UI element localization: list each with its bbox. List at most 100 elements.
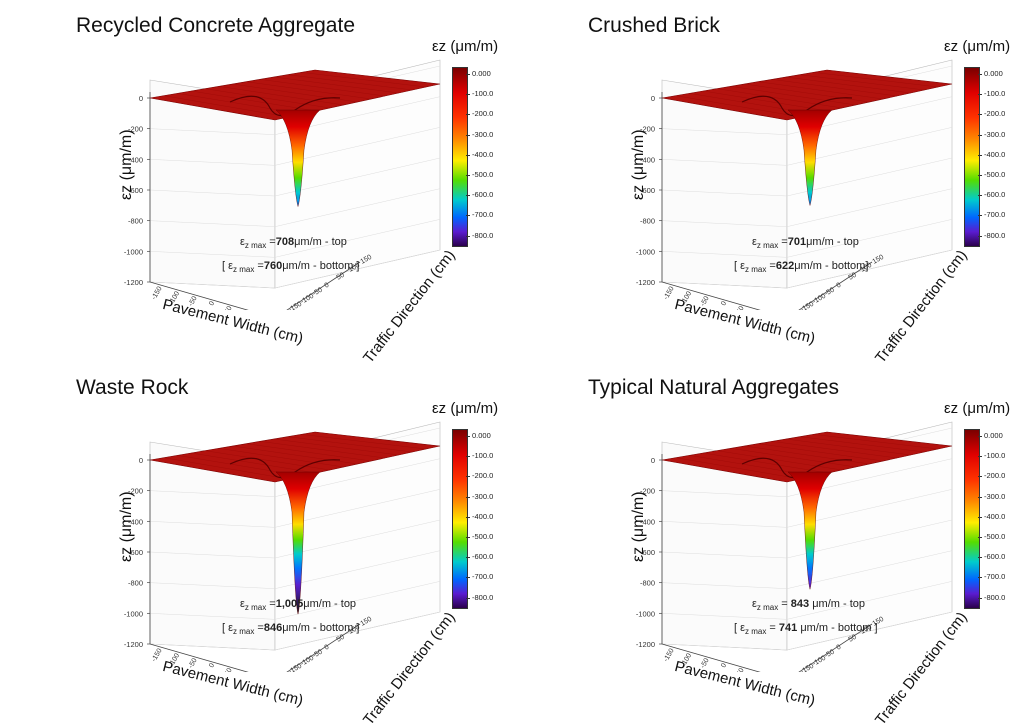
annotation-equals: = — [778, 598, 791, 610]
colorbar-tick-label: -200.0 — [984, 109, 1005, 118]
z-tick-label: -1200 — [636, 278, 655, 287]
chart-title: Typical Natural Aggregates — [588, 376, 839, 400]
colorbar-tick-label: -800.0 — [984, 593, 1005, 602]
colorbar-tick-label: -400.0 — [472, 512, 493, 521]
colorbar-tick-label: -300.0 — [984, 492, 1005, 501]
annotation-equals: = — [254, 260, 263, 272]
y-tick-label: 0 — [836, 282, 843, 290]
strain-value: 843 — [791, 598, 809, 610]
colorbar-tick-label: -800.0 — [472, 231, 493, 240]
colorbar-tick-label: -200.0 — [472, 471, 493, 480]
chart-panel: Recycled Concrete Aggregate εz (μm/m) 0.00… — [0, 0, 512, 362]
colorbar-tick-label: -100.0 — [984, 451, 1005, 460]
annotation-suffix: μm/m - top — [294, 236, 347, 248]
annotation-equals: = — [766, 260, 775, 272]
colorbar-tick-label: -500.0 — [984, 170, 1005, 179]
annotation-prefix: [ ε — [734, 260, 745, 272]
z-tick-label: -1000 — [124, 609, 143, 618]
strain-value: 846 — [264, 622, 282, 634]
annotation-equals: = — [266, 236, 275, 248]
annotation-equals: = — [766, 622, 779, 634]
colorbar-tick-label: 0.000 — [472, 431, 491, 440]
x-tick-label: -150 — [151, 647, 164, 663]
colorbar-tick-label: -700.0 — [984, 572, 1005, 581]
annotation-prefix: [ ε — [222, 260, 233, 272]
annotation-equals: = — [254, 622, 263, 634]
x-tick-label: 0 — [720, 300, 728, 307]
z-tick-label: 0 — [139, 94, 143, 103]
colorbar-tick-label: -200.0 — [472, 109, 493, 118]
strain-annotation: εz max =1,005μm/m - top — [240, 598, 356, 612]
colorbar-tick-label: -400.0 — [984, 512, 1005, 521]
chart-title: Waste Rock — [76, 376, 188, 400]
annotation-prefix: [ ε — [734, 622, 745, 634]
z-tick-label: -1200 — [636, 640, 655, 649]
colorbar-tick-label: -600.0 — [472, 190, 493, 199]
y-tick-label: 0 — [836, 644, 843, 652]
colorbar-tick-label: -700.0 — [472, 210, 493, 219]
annotation-prefix: [ ε — [222, 622, 233, 634]
z-axis-label: εz (μm/m) — [630, 491, 648, 562]
annotation-subscript: z max — [245, 241, 266, 250]
z-tick-label: -800 — [640, 217, 655, 226]
annotation-equals: = — [778, 236, 787, 248]
colorbar-tick-label: -500.0 — [984, 532, 1005, 541]
strain-value: 741 — [779, 622, 797, 634]
annotation-suffix: μm/m - bottom ] — [797, 622, 877, 634]
z-tick-label: -1000 — [636, 609, 655, 618]
y-tick-label: 0 — [324, 282, 331, 290]
colorbar-tick-label: -700.0 — [984, 210, 1005, 219]
annotation-suffix: μm/m - bottom ] — [282, 260, 359, 272]
x-tick-label: 0 — [208, 662, 216, 669]
colorbar-tick-label: -300.0 — [472, 130, 493, 139]
annotation-subscript: z max — [745, 265, 766, 274]
colorbar-tick-label: 0.000 — [472, 69, 491, 78]
annotation-equals: = — [266, 598, 275, 610]
z-tick-label: -800 — [128, 579, 143, 588]
annotation-subscript: z max — [745, 627, 766, 636]
annotation-subscript: z max — [245, 603, 266, 612]
colorbar-tick-label: -800.0 — [472, 593, 493, 602]
z-tick-label: -1000 — [124, 247, 143, 256]
colorbar-tick-label: 0.000 — [984, 69, 1003, 78]
strain-value: 701 — [788, 236, 806, 248]
colorbar-tick-label: -400.0 — [472, 150, 493, 159]
annotation-subscript: z max — [757, 603, 778, 612]
z-axis-label: εz (μm/m) — [118, 491, 136, 562]
colorbar-tick-label: -200.0 — [984, 471, 1005, 480]
z-tick-label: -1200 — [124, 278, 143, 287]
x-tick-label: 0 — [720, 662, 728, 669]
strain-value: 1,005 — [276, 598, 304, 610]
x-tick-label: -150 — [151, 285, 164, 301]
annotation-suffix: μm/m - top — [809, 598, 865, 610]
z-axis-label: εz (μm/m) — [118, 129, 136, 200]
z-tick-label: -1000 — [636, 247, 655, 256]
x-tick-label: 0 — [208, 300, 216, 307]
strain-annotation: [ εz max =760μm/m - bottom ] — [222, 260, 359, 274]
strain-annotation: [ εz max = 741 μm/m - bottom ] — [734, 622, 878, 636]
x-tick-label: -150 — [663, 285, 676, 301]
colorbar-tick-label: -300.0 — [984, 130, 1005, 139]
annotation-suffix: μm/m - bottom ] — [282, 622, 359, 634]
colorbar-tick-label: -100.0 — [984, 89, 1005, 98]
z-tick-label: -800 — [640, 579, 655, 588]
z-axis-label: εz (μm/m) — [630, 129, 648, 200]
colorbar-tick-label: 0.000 — [984, 431, 1003, 440]
colorbar-tick-label: -100.0 — [472, 89, 493, 98]
y-tick-label: 0 — [324, 644, 331, 652]
colorbar-tick-label: -400.0 — [984, 150, 1005, 159]
annotation-suffix: μm/m - top — [806, 236, 859, 248]
colorbar-tick-label: -800.0 — [984, 231, 1005, 240]
colorbar-tick-label: -500.0 — [472, 170, 493, 179]
strain-annotation: [ εz max =846μm/m - bottom ] — [222, 622, 359, 636]
annotation-subscript: z max — [757, 241, 778, 250]
colorbar-tick-label: -300.0 — [472, 492, 493, 501]
strain-value: 622 — [776, 260, 794, 272]
z-tick-label: -1200 — [124, 640, 143, 649]
z-tick-label: -800 — [128, 217, 143, 226]
chart-title: Recycled Concrete Aggregate — [76, 14, 355, 38]
strain-annotation: εz max =701μm/m - top — [752, 236, 859, 250]
strain-value: 708 — [276, 236, 294, 248]
